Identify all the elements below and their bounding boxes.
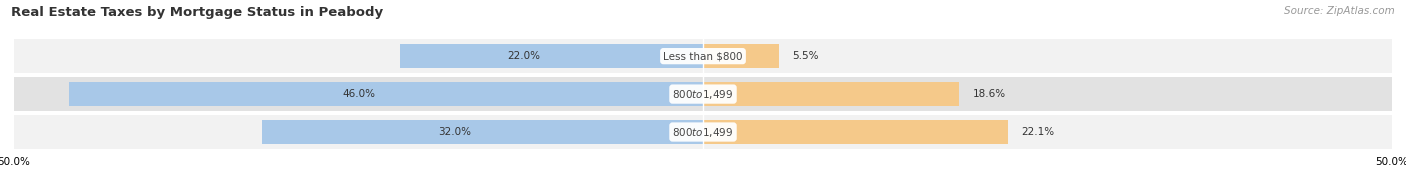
Bar xyxy=(14,115,1392,149)
Text: 5.5%: 5.5% xyxy=(793,51,820,61)
Bar xyxy=(399,44,703,68)
Bar xyxy=(69,82,703,106)
Text: Real Estate Taxes by Mortgage Status in Peabody: Real Estate Taxes by Mortgage Status in … xyxy=(11,6,384,19)
Text: $800 to $1,499: $800 to $1,499 xyxy=(672,88,734,101)
Text: 22.0%: 22.0% xyxy=(508,51,540,61)
Text: 32.0%: 32.0% xyxy=(439,127,471,137)
Text: 46.0%: 46.0% xyxy=(342,89,375,99)
Bar xyxy=(14,77,1392,111)
Bar xyxy=(703,82,959,106)
Text: Source: ZipAtlas.com: Source: ZipAtlas.com xyxy=(1284,6,1395,16)
Text: 18.6%: 18.6% xyxy=(973,89,1007,99)
Bar xyxy=(14,39,1392,73)
Text: 22.1%: 22.1% xyxy=(1021,127,1054,137)
Bar xyxy=(703,44,779,68)
Bar xyxy=(703,120,1008,144)
Text: $800 to $1,499: $800 to $1,499 xyxy=(672,125,734,139)
Bar xyxy=(262,120,703,144)
Text: Less than $800: Less than $800 xyxy=(664,51,742,61)
